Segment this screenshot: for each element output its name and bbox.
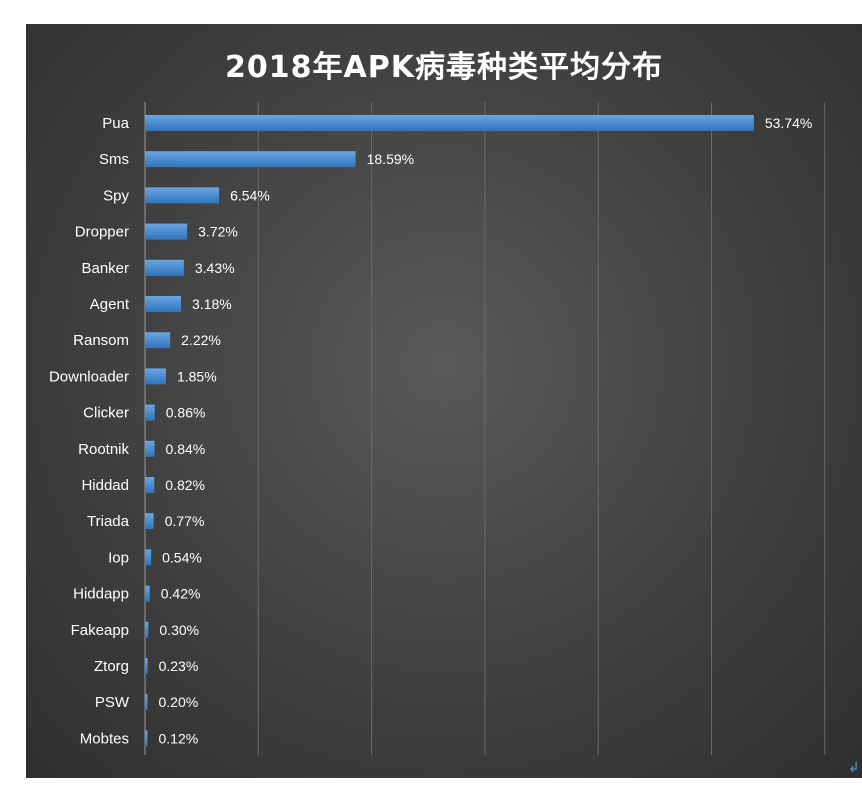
data-label: 0.30% bbox=[159, 622, 199, 638]
bar bbox=[145, 187, 220, 204]
data-label: 3.43% bbox=[195, 260, 235, 276]
bar bbox=[145, 332, 171, 349]
category-label: Ztorg bbox=[94, 658, 129, 675]
category-label: Iop bbox=[108, 549, 129, 566]
bar bbox=[145, 440, 155, 457]
category-label: Agent bbox=[90, 296, 130, 313]
data-label: 0.42% bbox=[161, 586, 201, 602]
category-label: Spy bbox=[103, 187, 129, 204]
data-label: 0.20% bbox=[159, 694, 199, 710]
bar bbox=[145, 549, 152, 566]
category-label: Sms bbox=[99, 151, 129, 168]
bar bbox=[145, 585, 150, 602]
category-label: Clicker bbox=[83, 405, 129, 422]
category-label: Triada bbox=[87, 513, 130, 530]
category-label: PSW bbox=[95, 694, 130, 711]
bar bbox=[145, 296, 182, 312]
bar bbox=[145, 513, 154, 530]
data-label: 0.23% bbox=[159, 658, 199, 674]
data-label: 0.77% bbox=[165, 513, 205, 529]
bar bbox=[145, 658, 148, 674]
data-label: 0.12% bbox=[159, 730, 199, 746]
data-label: 0.82% bbox=[165, 477, 205, 493]
bar bbox=[145, 477, 155, 493]
data-label: 0.86% bbox=[166, 405, 206, 421]
data-label: 1.85% bbox=[177, 368, 217, 384]
bar bbox=[145, 621, 149, 638]
bar bbox=[145, 151, 356, 168]
chart-title: 2018年APK病毒种类平均分布 bbox=[225, 50, 663, 85]
data-label: 3.18% bbox=[192, 296, 232, 312]
category-label: Downloader bbox=[49, 368, 129, 385]
bar bbox=[145, 259, 184, 276]
bar bbox=[145, 404, 155, 421]
category-label: Mobtes bbox=[80, 730, 129, 747]
category-label: Ransom bbox=[73, 332, 129, 349]
category-label: Pua bbox=[102, 115, 129, 132]
data-label: 18.59% bbox=[367, 151, 414, 167]
data-label: 53.74% bbox=[765, 115, 812, 131]
data-label: 0.54% bbox=[162, 549, 202, 565]
category-label: Dropper bbox=[75, 224, 129, 241]
bar bbox=[145, 223, 188, 240]
data-label: 0.84% bbox=[166, 441, 206, 457]
category-label: Hiddad bbox=[81, 477, 129, 494]
chart-panel: 2018年APK病毒种类平均分布 Pua 53.74% Sms 18.59% Spy 6.… bbox=[26, 24, 862, 778]
bar-chart: Pua 53.74% Sms 18.59% Spy 6.54% Dropper 3.72% Ba… bbox=[49, 102, 826, 755]
category-label: Banker bbox=[81, 260, 129, 277]
bar bbox=[145, 368, 166, 385]
bar bbox=[145, 115, 754, 131]
category-label: Rootnik bbox=[78, 441, 129, 458]
data-label: 6.54% bbox=[230, 187, 270, 203]
data-label: 2.22% bbox=[181, 332, 221, 348]
data-label: 3.72% bbox=[198, 224, 238, 240]
category-label: Fakeapp bbox=[71, 622, 129, 639]
category-label: Hiddapp bbox=[73, 586, 129, 603]
bar bbox=[145, 730, 148, 747]
return-arrow-icon: ↲ bbox=[848, 760, 860, 776]
bar bbox=[145, 694, 148, 711]
